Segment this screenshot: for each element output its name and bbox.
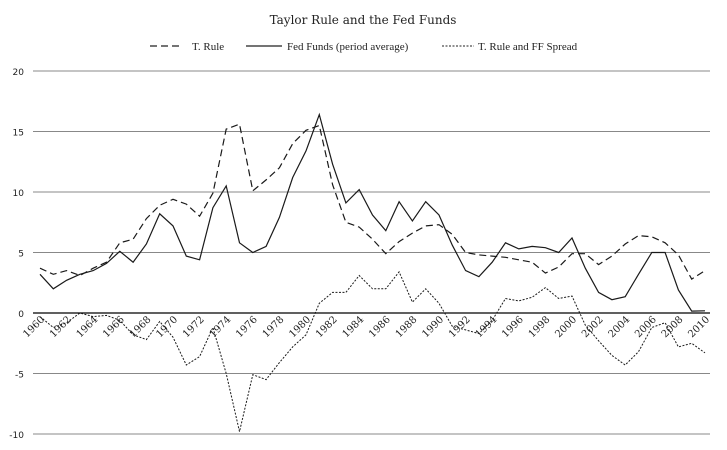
x-tick-label: 1966 <box>101 314 127 340</box>
x-tick-label: 1978 <box>261 314 287 340</box>
y-tick-label: 10 <box>13 189 25 199</box>
series-line-0 <box>39 123 706 280</box>
y-tick-label: -10 <box>9 431 24 441</box>
x-tick-label: 1992 <box>447 314 473 340</box>
x-tick-label: 1972 <box>181 314 207 340</box>
x-tick-label: 1988 <box>394 314 420 340</box>
x-tick-label: 2006 <box>633 314 659 340</box>
x-tick-label: 1976 <box>234 314 260 340</box>
x-tick-label: 1982 <box>314 314 340 340</box>
legend-label-fed-funds: Fed Funds (period average) <box>287 41 409 53</box>
x-tick-label: 1998 <box>527 314 553 340</box>
x-tick-label: 1964 <box>75 314 101 340</box>
y-tick-label: 20 <box>13 68 25 78</box>
legend-label-t-rule: T. Rule <box>192 41 224 53</box>
x-tick-label: 1962 <box>48 314 74 340</box>
y-tick-label: 15 <box>13 129 24 139</box>
legend: T. Rule Fed Funds (period average) T. Ru… <box>150 41 578 53</box>
x-tick-label: 2010 <box>686 314 712 340</box>
x-tick-label: 1994 <box>474 314 500 340</box>
x-tick-label: 1990 <box>420 314 446 340</box>
chart-title: Taylor Rule and the Fed Funds <box>270 13 457 27</box>
x-tick-label: 1970 <box>154 314 180 340</box>
y-tick-label: 5 <box>18 250 24 260</box>
y-tick-label: 0 <box>18 310 24 320</box>
legend-label-spread: T. Rule and FF Spread <box>478 41 578 53</box>
x-tick-label: 1960 <box>21 314 47 340</box>
x-tick-label: 2004 <box>607 314 633 340</box>
x-tick-label: 1980 <box>287 314 313 340</box>
x-tick-label: 1996 <box>500 314 526 340</box>
series-line-1 <box>39 112 706 312</box>
x-tick-label: 1984 <box>341 314 367 340</box>
x-tick-label: 2002 <box>580 314 606 340</box>
x-tick-label: 1974 <box>208 314 234 340</box>
series-line-2 <box>39 270 706 432</box>
y-tick-label: -5 <box>15 371 24 381</box>
x-tick-label: 1968 <box>128 314 154 340</box>
x-tick-label: 2000 <box>553 314 579 340</box>
x-tick-label: 1986 <box>367 314 393 340</box>
